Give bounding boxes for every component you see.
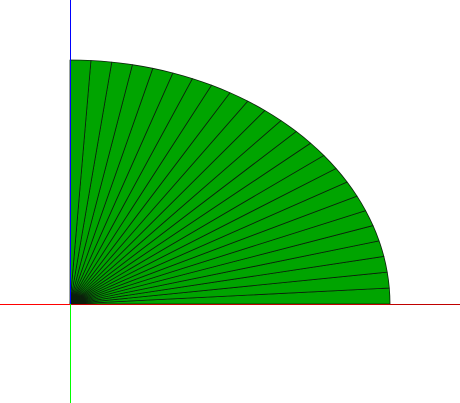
quarter-disc-fan [69,59,391,305]
